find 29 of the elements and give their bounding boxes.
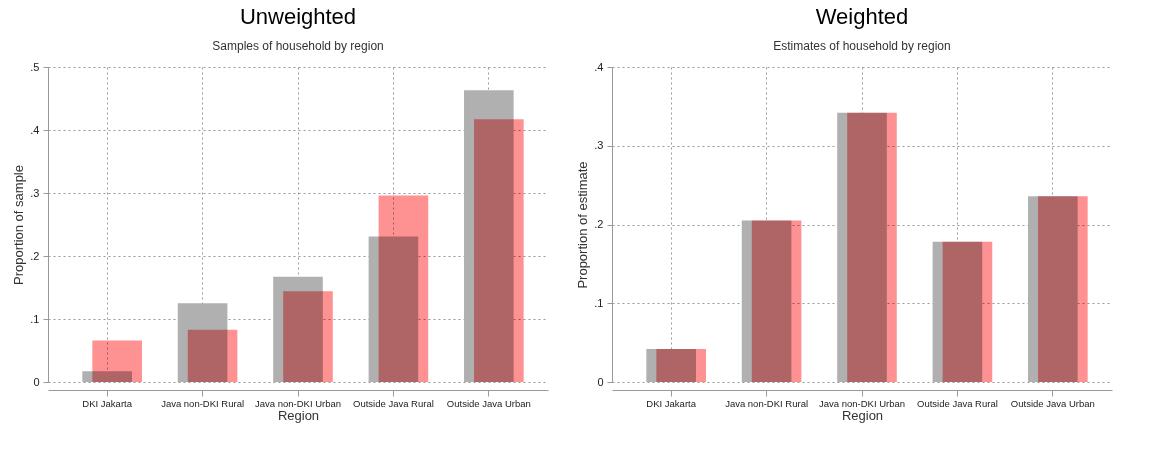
y-tick-label: .1 <box>30 312 40 325</box>
x-tick-label: Outside Java Rural <box>917 397 998 409</box>
x-tick-label: Outside Java Urban <box>1010 397 1095 409</box>
y-tick-label: .5 <box>30 60 40 73</box>
x-tick-label: Java non-DKI Urban <box>254 397 342 409</box>
x-tick-label: DKI Jakarta <box>646 397 697 409</box>
y-tick-label: .4 <box>30 123 40 136</box>
y-axis-title: Proportion of sample <box>11 165 27 285</box>
x-axis-title: Region <box>277 408 320 423</box>
x-tick-label: Java non-DKI Rural <box>725 397 809 409</box>
x-tick-label: Java non-DKI Rural <box>161 397 245 409</box>
y-tick-label: .3 <box>30 186 40 199</box>
y-tick-label: .1 <box>594 296 604 309</box>
x-tick-label: Java non-DKI Urban <box>818 397 906 409</box>
x-tick-label: Outside Java Rural <box>353 397 434 409</box>
chart-title: Weighted <box>815 4 909 29</box>
y-tick-label: 0 <box>33 375 40 388</box>
y-tick-label: .3 <box>594 139 604 152</box>
y-tick-label: .4 <box>594 60 604 73</box>
chart-subtitle: Samples of household by region <box>212 39 384 53</box>
x-axis-title: Region <box>841 408 884 423</box>
chart-title: Unweighted <box>239 4 357 29</box>
chart-subtitle: Estimates of household by region <box>773 39 951 53</box>
x-tick-label: Outside Java Urban <box>446 397 531 409</box>
y-tick-label: .2 <box>30 249 40 262</box>
y-tick-label: .2 <box>594 218 604 230</box>
y-axis-title: Proportion of estimate <box>575 161 591 289</box>
y-tick-label: 0 <box>597 375 604 388</box>
x-tick-label: DKI Jakarta <box>82 397 133 409</box>
